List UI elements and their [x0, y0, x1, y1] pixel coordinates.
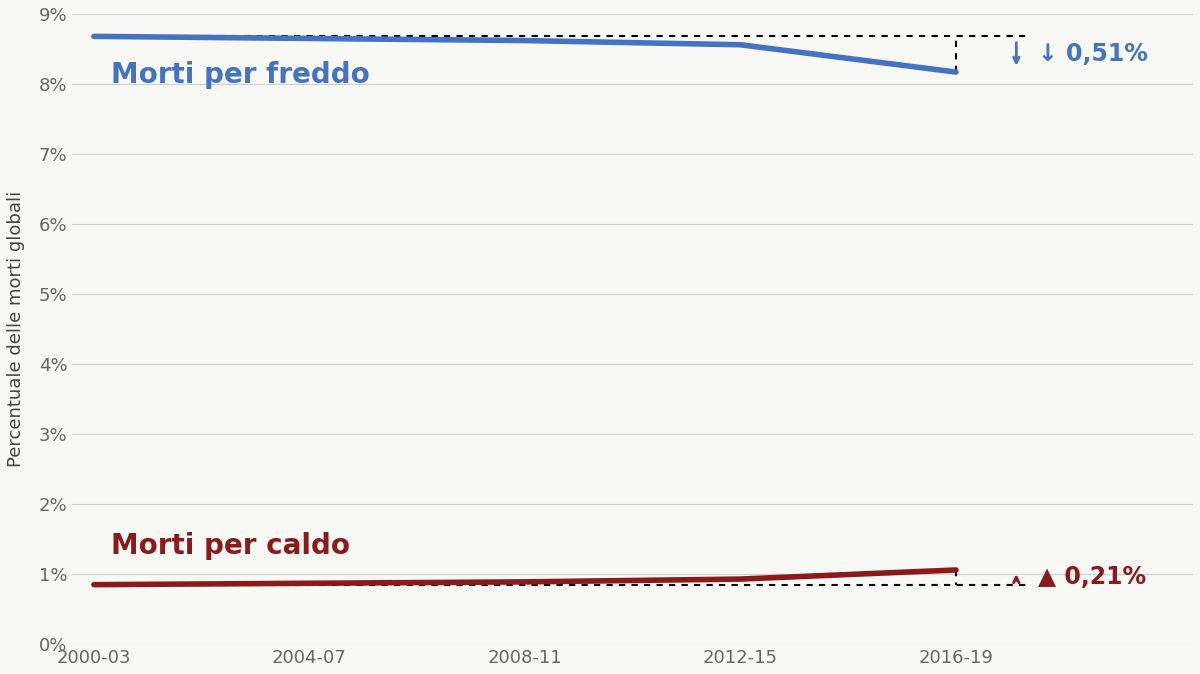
Text: Morti per caldo: Morti per caldo: [112, 532, 350, 560]
Text: Morti per freddo: Morti per freddo: [112, 61, 370, 89]
Y-axis label: Percentuale delle morti globali: Percentuale delle morti globali: [7, 191, 25, 467]
Text: ▲ 0,21%: ▲ 0,21%: [1038, 565, 1146, 589]
Text: ↓ 0,51%: ↓ 0,51%: [1038, 42, 1147, 66]
